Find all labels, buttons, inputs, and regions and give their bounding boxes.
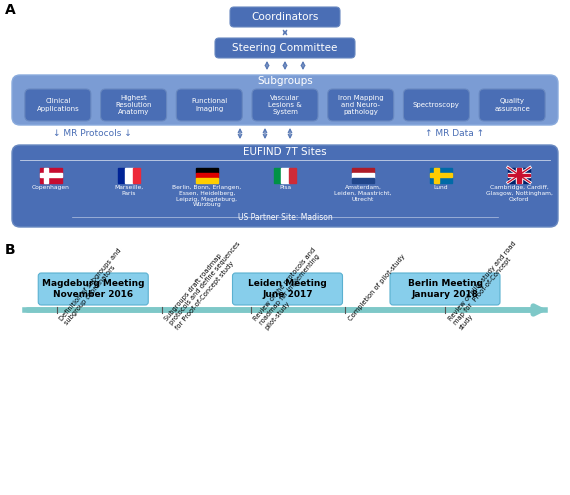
- Bar: [118, 167, 125, 183]
- Text: Leiden Meeting
June 2017: Leiden Meeting June 2017: [248, 279, 327, 298]
- Text: Pisa: Pisa: [279, 185, 291, 190]
- Text: Copenhagen: Copenhagen: [32, 185, 70, 190]
- FancyBboxPatch shape: [176, 89, 242, 121]
- Text: A: A: [5, 3, 16, 17]
- Text: Functional
Imaging: Functional Imaging: [191, 99, 227, 112]
- FancyBboxPatch shape: [230, 7, 340, 27]
- FancyBboxPatch shape: [12, 75, 558, 125]
- Text: EUFIND 7T Sites: EUFIND 7T Sites: [243, 147, 327, 157]
- Text: Subgroups draft roadmap
protocols and define sequences
for Proof-of-Concept stud: Subgroups draft roadmap protocols and de…: [164, 237, 247, 331]
- Bar: [352, 167, 374, 172]
- FancyBboxPatch shape: [390, 273, 500, 305]
- Text: Completion of pilot-study: Completion of pilot-study: [347, 253, 406, 322]
- Bar: [125, 167, 133, 183]
- Bar: [516, 167, 522, 183]
- Text: Iron Mapping
and Neuro-
pathology: Iron Mapping and Neuro- pathology: [338, 95, 384, 115]
- Bar: [274, 167, 282, 183]
- Text: Amsterdam,
Leiden, Maastricht,
Utrecht: Amsterdam, Leiden, Maastricht, Utrecht: [334, 185, 392, 201]
- Text: Marseille,
Paris: Marseille, Paris: [115, 185, 144, 196]
- Bar: [196, 172, 218, 178]
- Text: Lund: Lund: [434, 185, 449, 190]
- Text: Definition of subgroups and
subgroup coordinators: Definition of subgroups and subgroup coo…: [59, 247, 128, 326]
- FancyBboxPatch shape: [215, 38, 355, 58]
- Text: US Partner Site: Madison: US Partner Site: Madison: [238, 213, 332, 222]
- FancyBboxPatch shape: [12, 145, 558, 227]
- Text: Spectroscopy: Spectroscopy: [413, 102, 460, 108]
- Bar: [196, 167, 218, 172]
- Text: ↓ MR Protocols ↓: ↓ MR Protocols ↓: [52, 129, 131, 138]
- FancyBboxPatch shape: [100, 89, 166, 121]
- Text: Clinical
Applications: Clinical Applications: [36, 99, 79, 112]
- Text: Review of the protocols and
roadmap for implementing
pilot-study: Review of the protocols and roadmap for …: [253, 247, 328, 331]
- Bar: [352, 178, 374, 183]
- FancyBboxPatch shape: [38, 273, 148, 305]
- Text: Steering Committee: Steering Committee: [233, 43, 337, 53]
- FancyBboxPatch shape: [479, 89, 545, 121]
- Text: Subgroups: Subgroups: [257, 76, 313, 86]
- Text: Review of pilot study and road
map for  Proof-of-Concept
study: Review of pilot study and road map for P…: [447, 240, 528, 331]
- Bar: [282, 167, 288, 183]
- Bar: [430, 167, 452, 183]
- Bar: [434, 167, 439, 183]
- FancyBboxPatch shape: [328, 89, 394, 121]
- FancyBboxPatch shape: [404, 89, 470, 121]
- Bar: [196, 178, 218, 183]
- Text: Quality
assurance: Quality assurance: [494, 99, 530, 112]
- Text: Coordinators: Coordinators: [251, 12, 319, 22]
- Text: Vascular
Lesions &
System: Vascular Lesions & System: [268, 95, 302, 115]
- Text: Berlin Meeting
January 2018: Berlin Meeting January 2018: [408, 279, 482, 298]
- Bar: [133, 167, 140, 183]
- FancyBboxPatch shape: [233, 273, 343, 305]
- Bar: [517, 167, 521, 183]
- Bar: [508, 174, 530, 176]
- Bar: [430, 173, 452, 177]
- Bar: [288, 167, 296, 183]
- Text: ↑ MR Data ↑: ↑ MR Data ↑: [425, 129, 484, 138]
- Text: Cambridge, Cardiff,
Glasgow, Nottingham,
Oxford: Cambridge, Cardiff, Glasgow, Nottingham,…: [486, 185, 552, 201]
- Text: Berlin, Bonn, Erlangen,
Essen, Heidelberg,
Leipzig, Magdeburg,
Würzburg: Berlin, Bonn, Erlangen, Essen, Heidelber…: [173, 185, 242, 207]
- Bar: [40, 173, 62, 177]
- Text: B: B: [5, 243, 15, 257]
- FancyBboxPatch shape: [25, 89, 91, 121]
- Bar: [43, 167, 48, 183]
- Text: Highest
Resolution
Anatomy: Highest Resolution Anatomy: [115, 95, 152, 115]
- Bar: [508, 167, 530, 183]
- FancyBboxPatch shape: [252, 89, 318, 121]
- Text: Magdeburg Meeting
November 2016: Magdeburg Meeting November 2016: [42, 279, 145, 298]
- Bar: [40, 167, 62, 183]
- Bar: [352, 172, 374, 178]
- Bar: [508, 173, 530, 177]
